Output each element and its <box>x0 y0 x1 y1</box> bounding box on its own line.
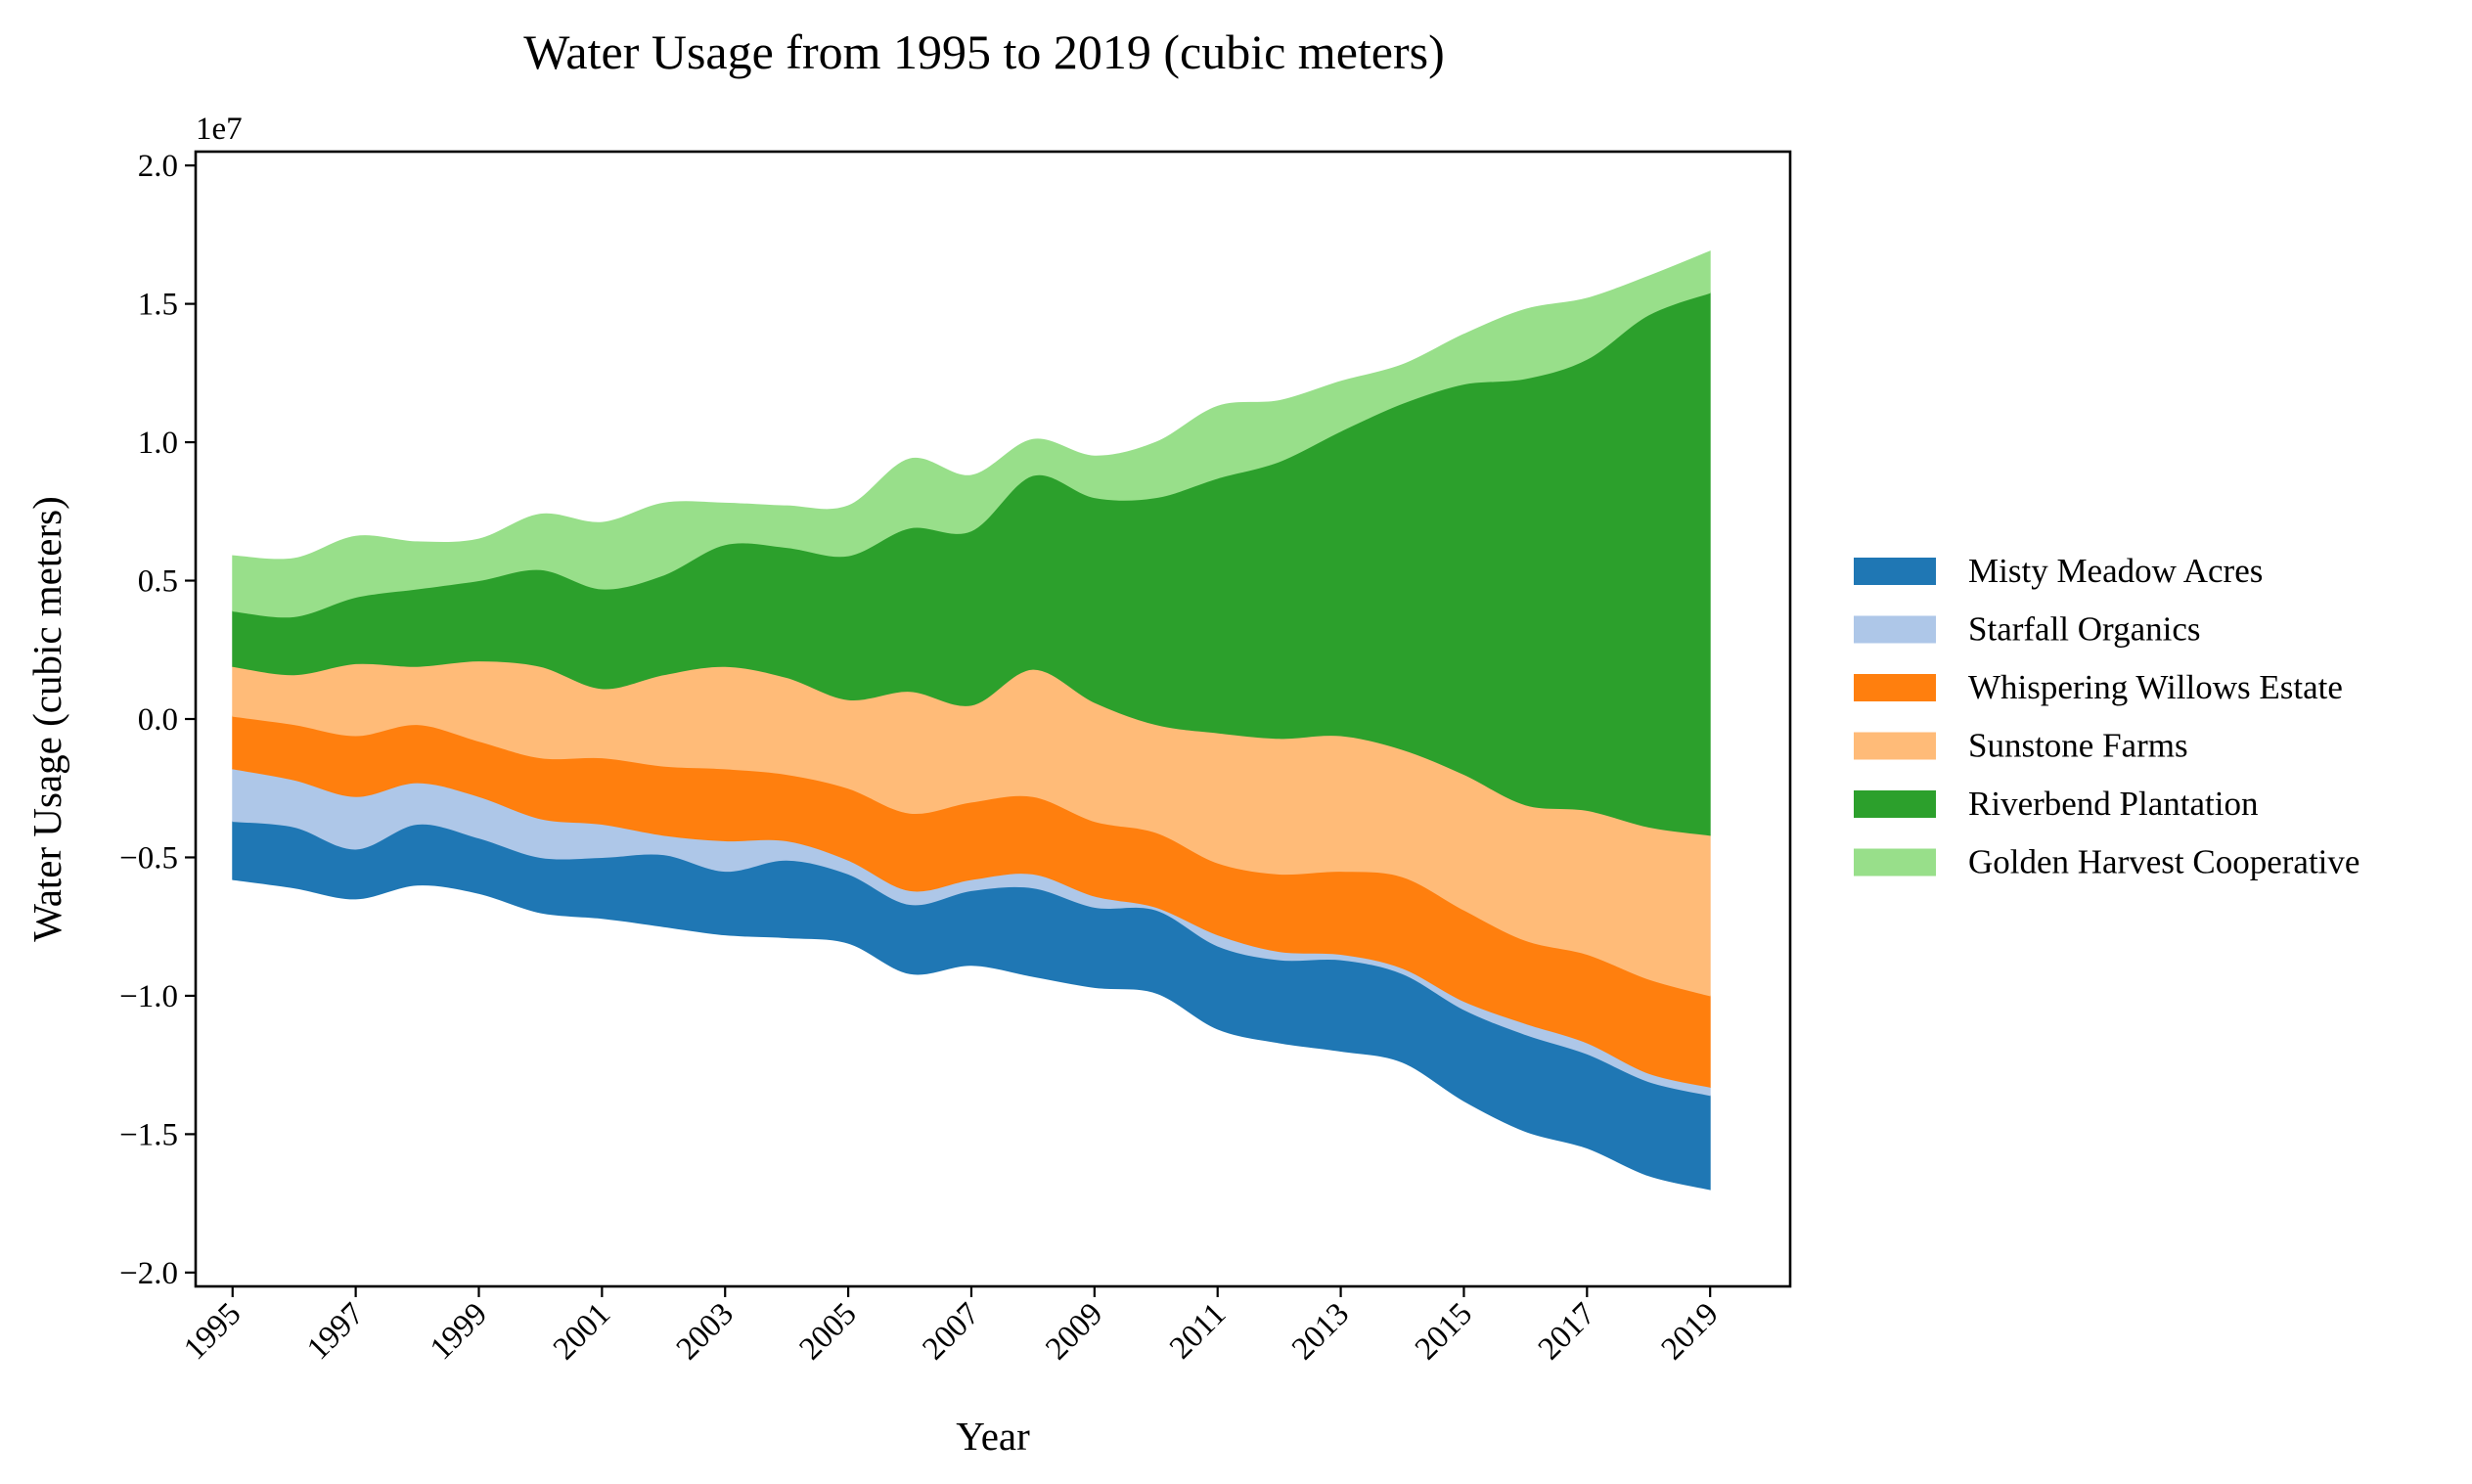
y-tick-label: 0.5 <box>138 564 178 600</box>
y-tick-label: −2.0 <box>119 1256 178 1291</box>
legend-label: Whispering Willows Estate <box>1968 668 2343 706</box>
stream-areas <box>232 250 1711 1191</box>
y-axis-label: Water Usage (cubic meters) <box>24 496 69 941</box>
y-tick-label: 1.5 <box>138 288 178 323</box>
legend-label: Starfall Organics <box>1968 610 2200 649</box>
y-tick-label: 2.0 <box>138 149 178 184</box>
legend-label: Golden Harvest Cooperative <box>1968 843 2360 881</box>
area-golden-harvest-cooperative <box>232 250 1711 618</box>
y-tick-label: 0.0 <box>138 702 178 738</box>
legend-swatch <box>1854 790 1936 818</box>
y-tick-label: −1.0 <box>119 979 178 1014</box>
y-tick-label: −1.5 <box>119 1117 178 1152</box>
y-tick-label: −0.5 <box>119 840 178 876</box>
legend-swatch <box>1854 558 1936 585</box>
legend-swatch <box>1854 615 1936 644</box>
y-tick-label: 1.0 <box>138 426 178 461</box>
y-offset-label: 1e7 <box>196 112 243 147</box>
x-axis-label: Year <box>956 1414 1030 1459</box>
legend-item-whispering-willows-estate: Whispering Willows Estate <box>1854 668 2343 706</box>
legend-item-sunstone-farms: Sunstone Farms <box>1854 727 2188 765</box>
legend-swatch <box>1854 848 1936 877</box>
legend: Misty Meadow Acres Starfall Organics Whisp… <box>1854 552 2360 881</box>
legend-label: Misty Meadow Acres <box>1968 552 2263 590</box>
legend-label: Sunstone Farms <box>1968 727 2188 765</box>
legend-swatch <box>1854 732 1936 760</box>
legend-item-starfall-organics: Starfall Organics <box>1854 610 2200 649</box>
legend-item-golden-harvest-cooperative: Golden Harvest Cooperative <box>1854 843 2360 881</box>
legend-item-riverbend-plantation: Riverbend Plantation <box>1854 785 2258 823</box>
chart-title: Water Usage from 1995 to 2019 (cubic met… <box>523 24 1445 79</box>
y-axis-ticks: −2.0 −1.5 −1.0 −0.5 0.0 0.5 1.0 1.5 2.0 <box>119 149 196 1291</box>
legend-label: Riverbend Plantation <box>1968 785 2258 823</box>
legend-item-misty-meadow-acres: Misty Meadow Acres <box>1854 552 2263 590</box>
legend-swatch <box>1854 674 1936 701</box>
